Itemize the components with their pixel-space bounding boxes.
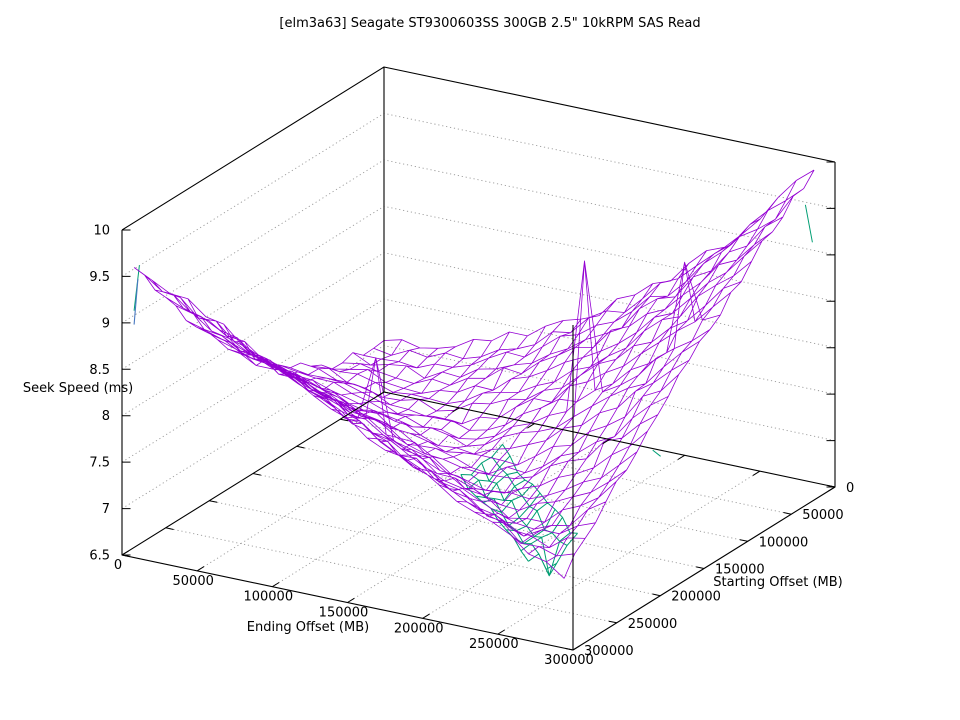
z-axis-tick-label: 10 bbox=[93, 224, 110, 239]
y-axis-tick-label: 300000 bbox=[584, 644, 634, 659]
surface-wireframe-primary bbox=[133, 169, 815, 579]
z-axis-tick-label: 6.5 bbox=[89, 549, 110, 564]
chart-title-group: [elm3a63] Seagate ST9300603SS 300GB 2.5"… bbox=[279, 16, 700, 31]
y-axis-tick-label: 200000 bbox=[671, 590, 721, 605]
z-axis-wall-gridlines bbox=[121, 112, 836, 509]
x-axis-tick-label: 100000 bbox=[243, 590, 293, 605]
axis-tick-marks bbox=[121, 161, 836, 651]
x-axis-title: Ending Offset (MB) bbox=[247, 620, 369, 635]
z-axis-tick-label: 7.5 bbox=[89, 456, 110, 471]
floor-gridlines bbox=[165, 407, 792, 635]
x-axis-tick-label: 0 bbox=[114, 558, 122, 573]
y-axis-tick-label: 0 bbox=[846, 481, 854, 496]
x-axis-tick-label: 150000 bbox=[319, 606, 369, 621]
y-axis-tick-label: 250000 bbox=[628, 617, 678, 632]
z-axis-tick-label: 8 bbox=[102, 409, 110, 424]
surface-wireframe-tertiary bbox=[133, 278, 139, 325]
z-axis-tick-label: 8.5 bbox=[89, 363, 110, 378]
x-axis-tick-label: 250000 bbox=[469, 637, 519, 652]
z-axis-tick-labels: 6.5 7 7.5 8 8.5 9 9.5 10 bbox=[89, 224, 110, 564]
z-axis-title: Seek Speed (ms) bbox=[23, 381, 133, 396]
chart-title: [elm3a63] Seagate ST9300603SS 300GB 2.5"… bbox=[279, 16, 700, 31]
z-axis-tick-label: 7 bbox=[102, 502, 110, 517]
y-axis-tick-label: 100000 bbox=[759, 535, 809, 550]
y-axis-tick-label: 150000 bbox=[715, 563, 765, 578]
x-axis-tick-label: 300000 bbox=[544, 653, 594, 668]
x-axis-tick-label: 50000 bbox=[173, 574, 214, 589]
y-axis-title: Starting Offset (MB) bbox=[713, 575, 842, 590]
axis-titles: Ending Offset (MB) Starting Offset (MB) Se… bbox=[23, 381, 843, 635]
z-axis-tick-label: 9.5 bbox=[89, 270, 110, 285]
z-axis-tick-label: 9 bbox=[102, 316, 110, 331]
y-axis-tick-label: 50000 bbox=[802, 508, 843, 523]
x-axis-tick-labels: 0 50000 100000 150000 200000 250000 300000 bbox=[114, 558, 594, 668]
x-axis-tick-label: 200000 bbox=[394, 621, 444, 636]
